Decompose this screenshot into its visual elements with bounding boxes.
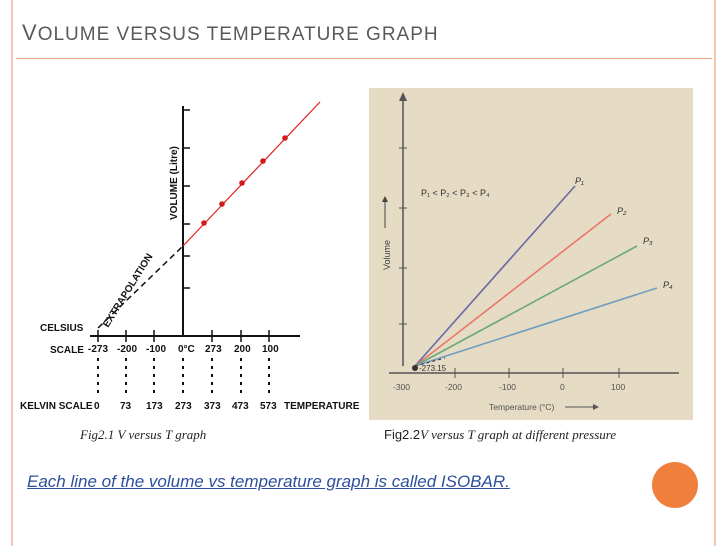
- kelvin-tick: 473: [232, 401, 249, 412]
- fig2-x-tick: -300: [393, 382, 410, 392]
- pressure-label: P₃: [643, 236, 653, 246]
- pressure-label: P₄: [663, 280, 673, 290]
- fig2-extrapolation: [414, 357, 446, 367]
- fig1-y-axis-label: VOLUME (Litre): [169, 146, 180, 220]
- celsius-tick: 200: [234, 344, 251, 355]
- fig1-data-points: [201, 135, 288, 226]
- fig1-temperature-label: TEMPERATURE: [284, 401, 360, 412]
- title-rest: OLUME VERSUS TEMPERATURE GRAPH: [37, 24, 439, 45]
- celsius-tick: -273: [88, 344, 108, 355]
- fig1-y-ticks: [183, 109, 190, 289]
- celsius-tick: 273: [205, 344, 222, 355]
- slide-frame-left: [11, 0, 13, 546]
- title-rule: [16, 58, 712, 59]
- isobar-line: [414, 287, 658, 367]
- slide-frame-right: [714, 0, 716, 546]
- fig2-x-ticks-marks: [454, 368, 620, 378]
- fig2-caption: Fig2.2V versus T graph at different pres…: [384, 427, 616, 443]
- pressure-label: P₁: [575, 176, 584, 186]
- celsius-tick: -200: [117, 344, 137, 355]
- fig1-celsius-ticks: -273 -200 -100 0°C 273 200 100: [88, 344, 279, 355]
- fig2-pressure-relation: P₁ < P₂ < P₃ < P₄: [421, 188, 490, 198]
- isobar-statement: Each line of the volume vs temperature g…: [27, 472, 510, 491]
- fig2-x-tick: -200: [445, 382, 462, 392]
- isobar-line: [414, 213, 612, 367]
- decorative-circle: [652, 462, 698, 508]
- isobar-line: [414, 245, 638, 367]
- fig2-x-axis-label: Temperature (°C): [489, 402, 554, 412]
- celsius-tick: 100: [262, 344, 279, 355]
- fig2-pressure-labels: P₁ P₂ P₃ P₄: [575, 176, 673, 290]
- fig2-y-ticks: [399, 147, 407, 325]
- kelvin-tick: 273: [175, 401, 192, 412]
- kelvin-tick: 373: [204, 401, 221, 412]
- fig1-point: [201, 220, 207, 226]
- fig2-x-tick: 0: [560, 382, 565, 392]
- slide-title: VOLUME VERSUS TEMPERATURE GRAPH: [22, 20, 439, 46]
- fig1-x-ticks: [97, 330, 270, 342]
- fig1-caption: Fig2.1 V versus T graph: [80, 427, 207, 442]
- fig2-origin-label: -273.15: [419, 364, 447, 373]
- title-initial: V: [22, 20, 38, 45]
- celsius-tick: -100: [146, 344, 166, 355]
- fig1-point: [239, 180, 245, 186]
- fig2-y-axis-label: Volume: [382, 240, 392, 270]
- fig1-celsius-label-1: CELSIUS: [40, 323, 84, 334]
- kelvin-tick: 0: [94, 401, 100, 412]
- pressure-label: P₂: [617, 206, 627, 216]
- figure-v-vs-t-pressure: Volume -273.15 P₁ P₂ P₃ P₄ P₁ < P₂ < P₃ …: [369, 88, 693, 420]
- fig1-celsius-label-2: SCALE: [50, 345, 84, 356]
- fig1-kelvin-ticks: 0 73 173 273 373 473 573: [94, 401, 277, 412]
- isobar-line: [414, 185, 576, 367]
- fig2-isobars: [414, 185, 658, 367]
- fig1-point: [219, 201, 225, 207]
- fig1-kelvin-label: KELVIN SCALE: [20, 401, 93, 412]
- fig2-x-ticks: -300 -200 -100 0 100: [393, 382, 625, 392]
- celsius-tick: 0°C: [178, 344, 195, 355]
- fig1-point: [282, 135, 288, 141]
- kelvin-tick: 73: [120, 401, 132, 412]
- fig2-x-tick: 100: [611, 382, 625, 392]
- fig2-x-tick: -100: [499, 382, 516, 392]
- kelvin-tick: 573: [260, 401, 277, 412]
- figure-v-vs-t: VOLUME (Litre) EXTRAPOLATION CELSIUS SCA…: [20, 101, 360, 412]
- fig1-point: [260, 158, 266, 164]
- fig1-extrapolation-label: EXTRAPOLATION: [101, 252, 155, 330]
- fig1-scale-connectors: [97, 358, 270, 396]
- fig2-caption-prefix: Fig2.2: [384, 427, 421, 442]
- fig2-origin-point: [412, 365, 418, 371]
- fig2-caption-rest: V versus T graph at different pressure: [420, 427, 617, 442]
- kelvin-tick: 173: [146, 401, 163, 412]
